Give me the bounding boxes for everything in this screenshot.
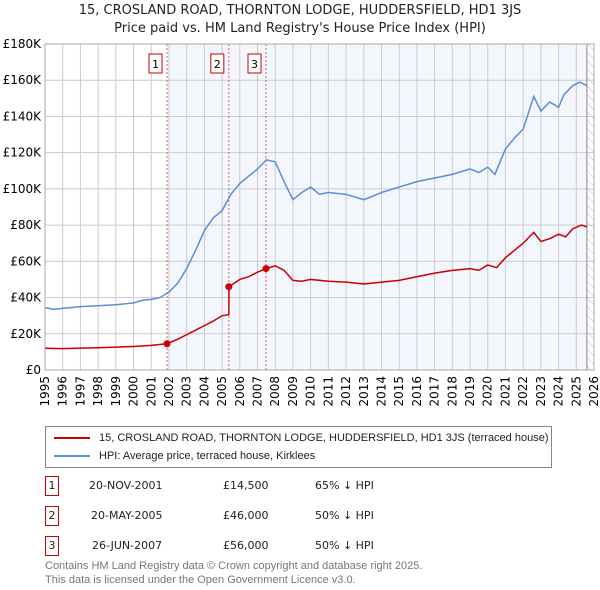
- hpi-line: [44, 81, 588, 311]
- sale-hpi-delta: 50% ↓ HPI: [315, 539, 374, 552]
- transaction-row: 2 20-MAY-2005 £46,000 50% ↓ HPI: [45, 506, 445, 526]
- no-data-hatch: [586, 44, 594, 370]
- x-tick-label: 2000: [127, 376, 141, 407]
- attribution: Contains HM Land Registry data © Crown c…: [45, 559, 422, 587]
- transaction-row: 1 20-NOV-2001 £14,500 65% ↓ HPI: [45, 476, 445, 496]
- sale-marker-label: 3: [251, 58, 258, 71]
- sale-marker-box: [247, 53, 262, 74]
- x-tick-label: 2012: [339, 376, 353, 407]
- y-tick-label: £180K: [3, 37, 43, 51]
- x-tick-label: 1999: [109, 376, 123, 407]
- sale-price: £46,000: [223, 509, 269, 522]
- x-tick-label: 2016: [410, 376, 424, 407]
- x-tick-label: 2020: [481, 376, 495, 407]
- sale-point: [225, 283, 233, 291]
- sale-hpi-delta: 50% ↓ HPI: [315, 509, 374, 522]
- x-tick-label: 2023: [534, 376, 548, 407]
- sale-marker-badge: 2: [45, 506, 59, 526]
- x-tick-label: 1996: [56, 376, 70, 407]
- x-tick-label: 2006: [233, 376, 247, 407]
- property-price-line: [44, 224, 588, 350]
- x-tick-label: 2014: [374, 376, 388, 407]
- sale-marker-label: 1: [152, 58, 159, 71]
- x-tick-label: 2003: [180, 376, 194, 407]
- x-tick-label: 2013: [357, 376, 371, 407]
- x-tick-label: 2022: [516, 376, 530, 407]
- x-tick-label: 2005: [215, 376, 229, 407]
- sale-point: [163, 340, 171, 348]
- shaded-ownership-region: [167, 44, 587, 370]
- x-tick-label: 2018: [445, 376, 459, 407]
- y-tick-label: £160K: [3, 73, 43, 87]
- sale-marker-box: [148, 53, 163, 74]
- property-line-swatch: [54, 437, 90, 439]
- x-tick-label: 2026: [587, 376, 600, 407]
- sale-date: 20-NOV-2001: [89, 479, 163, 492]
- sale-marker-label: 2: [214, 58, 221, 71]
- y-tick-label: £0: [26, 363, 41, 377]
- plot-frame: [44, 43, 595, 371]
- sale-price: £56,000: [223, 539, 269, 552]
- chart-title: 15, CROSLAND ROAD, THORNTON LODGE, HUDDE…: [78, 3, 522, 18]
- sale-marker-box: [210, 53, 225, 74]
- price-chart: £0 £20K £40K £60K £80K £100K £120K £140K £160K £1…: [3, 37, 600, 407]
- x-tick-label: 2008: [268, 376, 282, 407]
- y-tick-label: £20K: [10, 327, 42, 341]
- x-tick-label: 2004: [197, 376, 211, 407]
- sale-marker-badge: 3: [45, 536, 59, 556]
- legend: 15, CROSLAND ROAD, THORNTON LODGE, HUDDE…: [45, 426, 552, 468]
- x-tick-label: 1995: [38, 376, 52, 407]
- x-tick-label: 2007: [251, 376, 265, 407]
- sale-marker-badge: 1: [45, 476, 59, 496]
- y-tick-label: £100K: [3, 182, 43, 196]
- sale-date: 26-JUN-2007: [92, 539, 163, 552]
- y-tick-label: £80K: [10, 218, 42, 232]
- y-tick-label: £120K: [3, 146, 43, 160]
- x-tick-label: 2010: [304, 376, 318, 407]
- y-tick-label: £140K: [3, 109, 43, 123]
- x-tick-label: 2017: [428, 376, 442, 407]
- legend-hpi: HPI: Average price, terraced house, Kirk…: [99, 450, 316, 462]
- y-tick-label: £60K: [10, 254, 42, 268]
- legend-property: 15, CROSLAND ROAD, THORNTON LODGE, HUDDE…: [99, 432, 549, 444]
- sale-date: 20-MAY-2005: [91, 509, 163, 522]
- x-tick-label: 1997: [73, 376, 87, 407]
- sale-price: £14,500: [223, 479, 269, 492]
- x-tick-label: 1998: [91, 376, 105, 407]
- hpi-line-swatch: [54, 455, 90, 457]
- y-tick-label: £40K: [10, 291, 42, 305]
- x-tick-label: 2002: [162, 376, 176, 407]
- x-tick-label: 2001: [144, 376, 158, 407]
- x-tick-label: 2024: [552, 376, 566, 407]
- x-tick-label: 2025: [569, 376, 583, 407]
- x-tick-label: 2015: [392, 376, 406, 407]
- x-tick-label: 2021: [498, 376, 512, 407]
- sale-hpi-delta: 65% ↓ HPI: [315, 479, 374, 492]
- x-tick-label: 2019: [463, 376, 477, 407]
- sale-point: [262, 265, 270, 273]
- attribution-line-2: This data is licensed under the Open Gov…: [45, 574, 356, 586]
- chart-subtitle: Price paid vs. HM Land Registry's House …: [114, 21, 486, 36]
- transaction-row: 3 26-JUN-2007 £56,000 50% ↓ HPI: [45, 536, 445, 556]
- x-tick-label: 2011: [321, 376, 335, 407]
- x-tick-label: 2009: [286, 376, 300, 407]
- attribution-line-1: Contains HM Land Registry data © Crown c…: [45, 560, 423, 572]
